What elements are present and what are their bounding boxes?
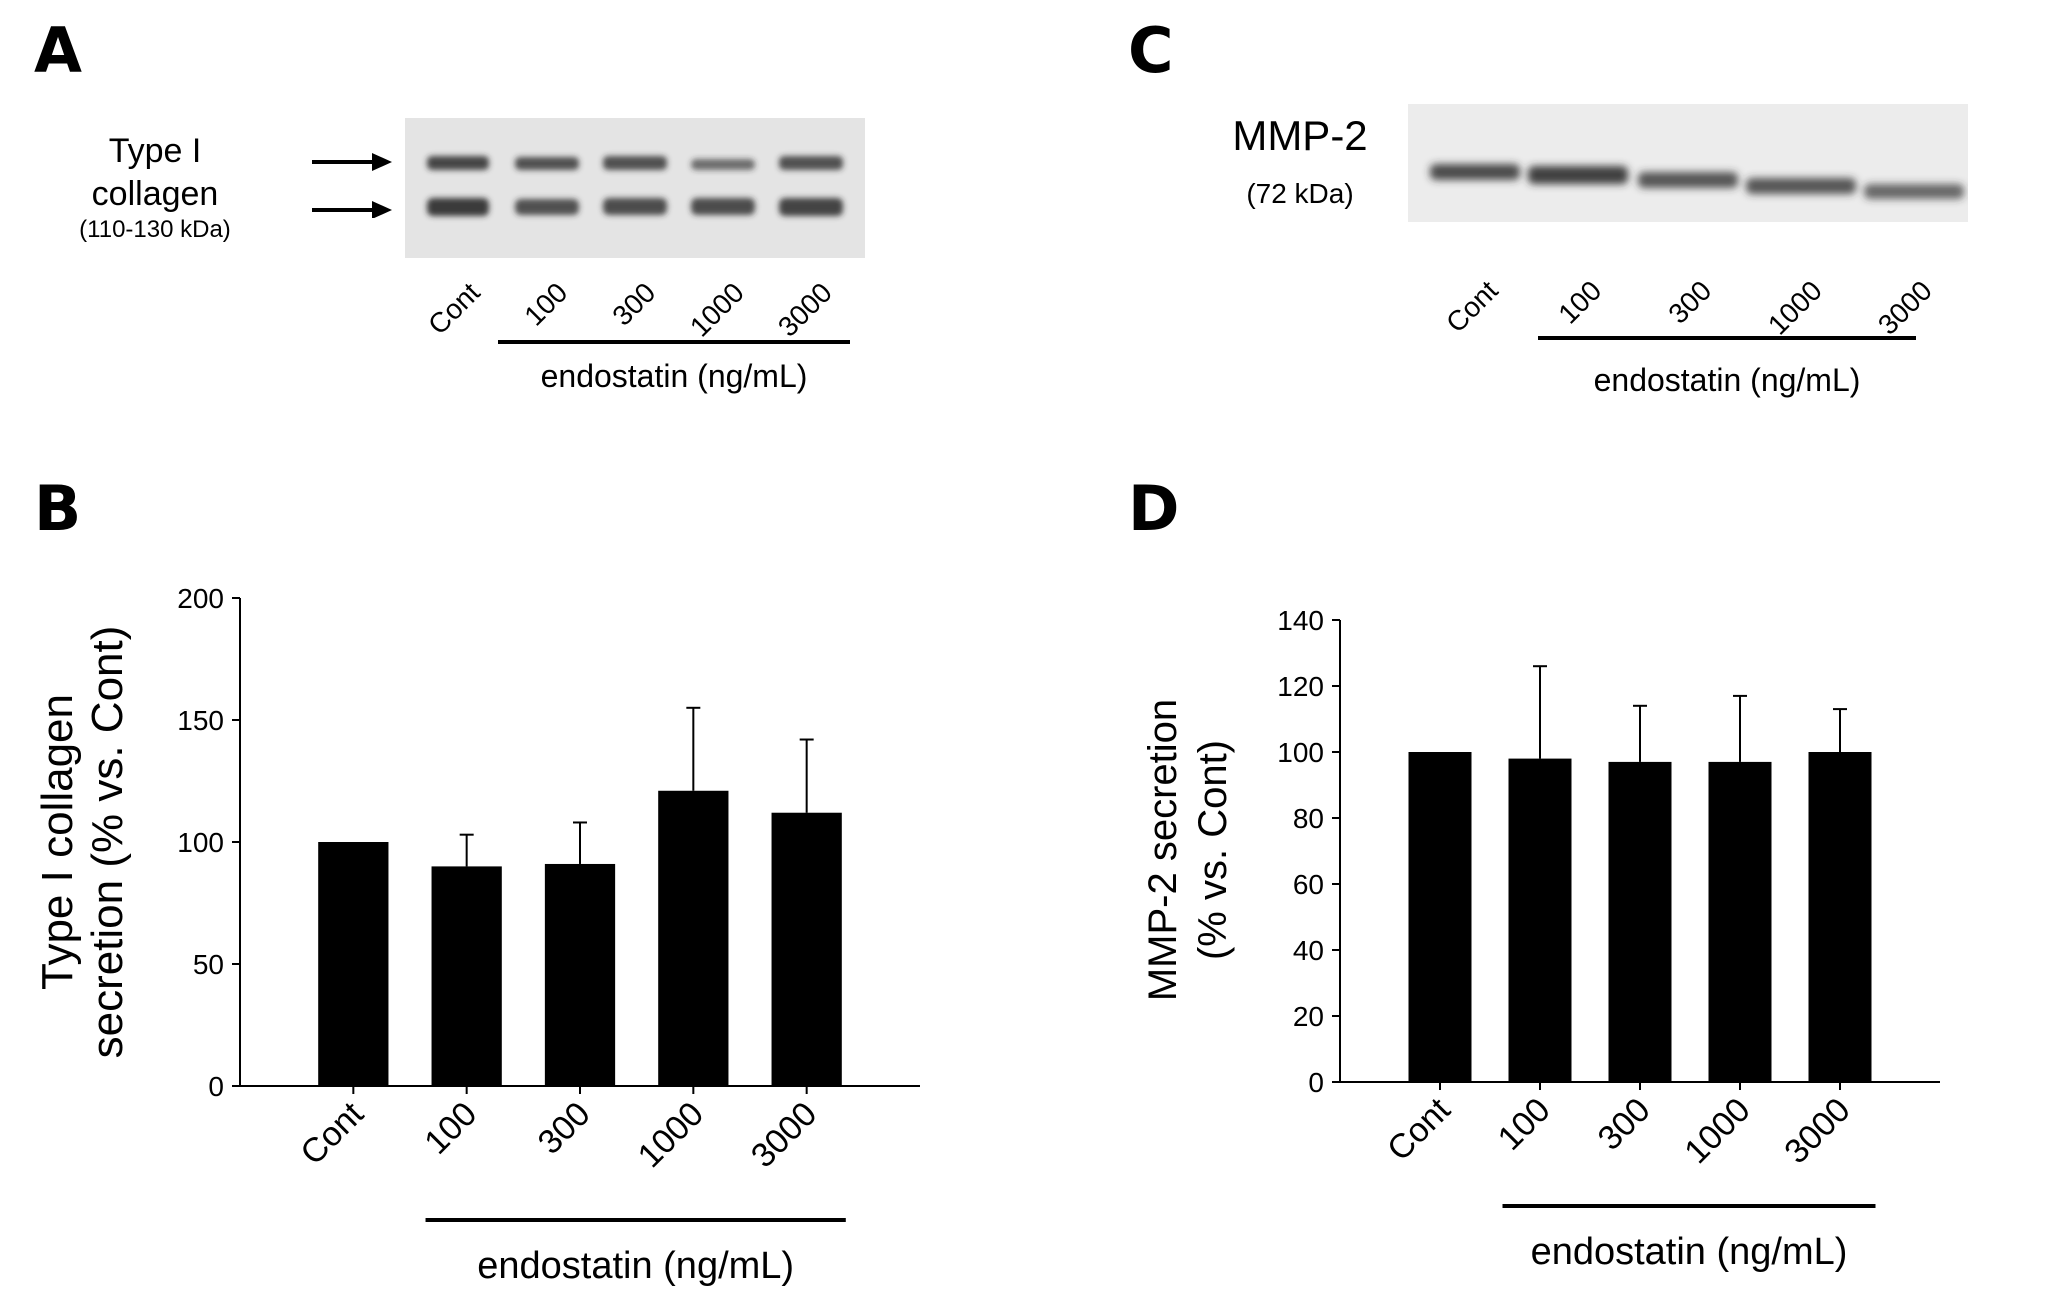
panel-d-letter: D bbox=[1128, 472, 1180, 545]
x-category-label: 300 bbox=[1591, 1091, 1658, 1158]
y-axis-label: (% vs. Cont) bbox=[1191, 740, 1235, 960]
y-tick-label: 140 bbox=[1277, 605, 1324, 636]
x-category-label: 1000 bbox=[631, 1095, 711, 1175]
y-tick-label: 60 bbox=[1293, 869, 1324, 900]
y-axis-label: secretion (% vs. Cont) bbox=[83, 626, 132, 1059]
band-arrows bbox=[312, 153, 392, 218]
y-tick-label: 120 bbox=[1277, 671, 1324, 702]
treatment-label: endostatin (ng/mL) bbox=[477, 1245, 794, 1287]
bar bbox=[658, 790, 729, 1086]
treatment-label: endostatin (ng/mL) bbox=[1593, 362, 1861, 398]
chart-b: 0 50 100 150 200 Cont 100 300 1000 3000 endostatin… bbox=[33, 583, 920, 1287]
collagen-label-line1: Type I bbox=[108, 132, 202, 170]
arrow-icon bbox=[312, 201, 392, 218]
collagen-protein-label: Type I collagen (110-130 kDa) bbox=[55, 130, 255, 245]
lane-label: Cont bbox=[1439, 274, 1504, 339]
x-category-label: 300 bbox=[531, 1095, 598, 1162]
treatment-bracket-line bbox=[498, 340, 850, 344]
collagen-blot-image bbox=[405, 118, 865, 258]
bar bbox=[431, 866, 502, 1086]
lane-label: 3000 bbox=[1871, 274, 1938, 341]
y-axis-label: MMP-2 secretion bbox=[1141, 699, 1185, 1001]
lane-label: 300 bbox=[606, 276, 662, 332]
y-tick-label: 100 bbox=[1277, 737, 1324, 768]
bar bbox=[1408, 752, 1472, 1082]
x-category-label: 1000 bbox=[1677, 1091, 1757, 1171]
lane-label: 300 bbox=[1662, 274, 1718, 330]
lane-label: 3000 bbox=[771, 276, 838, 343]
y-tick-label: 40 bbox=[1293, 935, 1324, 966]
collagen-mw-label: (110-130 kDa) bbox=[79, 216, 231, 243]
x-category-label: 3000 bbox=[1777, 1091, 1857, 1171]
collagen-label-line2: collagen bbox=[91, 174, 219, 213]
bar bbox=[1708, 761, 1772, 1082]
mmp2-blot-image bbox=[1408, 104, 1968, 222]
panel-b-letter: B bbox=[34, 472, 82, 545]
x-category-label: Cont bbox=[293, 1094, 371, 1172]
x-category-label: Cont bbox=[1380, 1090, 1458, 1168]
lane-label: 1000 bbox=[683, 276, 750, 343]
treatment-bracket-line bbox=[1538, 336, 1916, 340]
bar bbox=[318, 842, 389, 1086]
chart-d: 0 20 40 60 80 100 120 140 Cont 100 300 1000 3000 endo… bbox=[1141, 605, 1940, 1273]
y-tick-label: 200 bbox=[177, 583, 224, 614]
x-category-label: 100 bbox=[1491, 1091, 1558, 1158]
treatment-label: endostatin (ng/mL) bbox=[540, 358, 808, 394]
x-category-label: 100 bbox=[417, 1095, 484, 1162]
y-tick-label: 150 bbox=[177, 705, 224, 736]
y-tick-label: 80 bbox=[1293, 803, 1324, 834]
bar bbox=[1808, 752, 1872, 1082]
bar bbox=[544, 863, 616, 1086]
y-axis-label: Type I collagen bbox=[33, 694, 82, 990]
y-tick-label: 0 bbox=[1308, 1067, 1324, 1098]
bar bbox=[1508, 758, 1572, 1082]
lane-label: Cont bbox=[421, 276, 486, 341]
lane-label: 100 bbox=[518, 276, 574, 332]
panel-a-letter: A bbox=[34, 14, 82, 87]
lane-label: 100 bbox=[1552, 274, 1608, 330]
bar bbox=[771, 812, 842, 1086]
mmp2-protein-label: MMP-2 bbox=[1232, 112, 1368, 159]
panel-c-letter: C bbox=[1128, 14, 1174, 87]
y-tick-label: 50 bbox=[193, 949, 224, 980]
mmp2-mw-label: (72 kDa) bbox=[1246, 178, 1354, 209]
y-tick-label: 100 bbox=[177, 827, 224, 858]
treatment-label: endostatin (ng/mL) bbox=[1531, 1231, 1848, 1273]
lane-label: 1000 bbox=[1761, 274, 1828, 341]
y-tick-label: 0 bbox=[208, 1071, 224, 1102]
bar bbox=[1608, 761, 1672, 1082]
arrow-icon bbox=[312, 153, 392, 171]
y-tick-label: 20 bbox=[1293, 1001, 1324, 1032]
x-category-label: 3000 bbox=[744, 1095, 824, 1175]
